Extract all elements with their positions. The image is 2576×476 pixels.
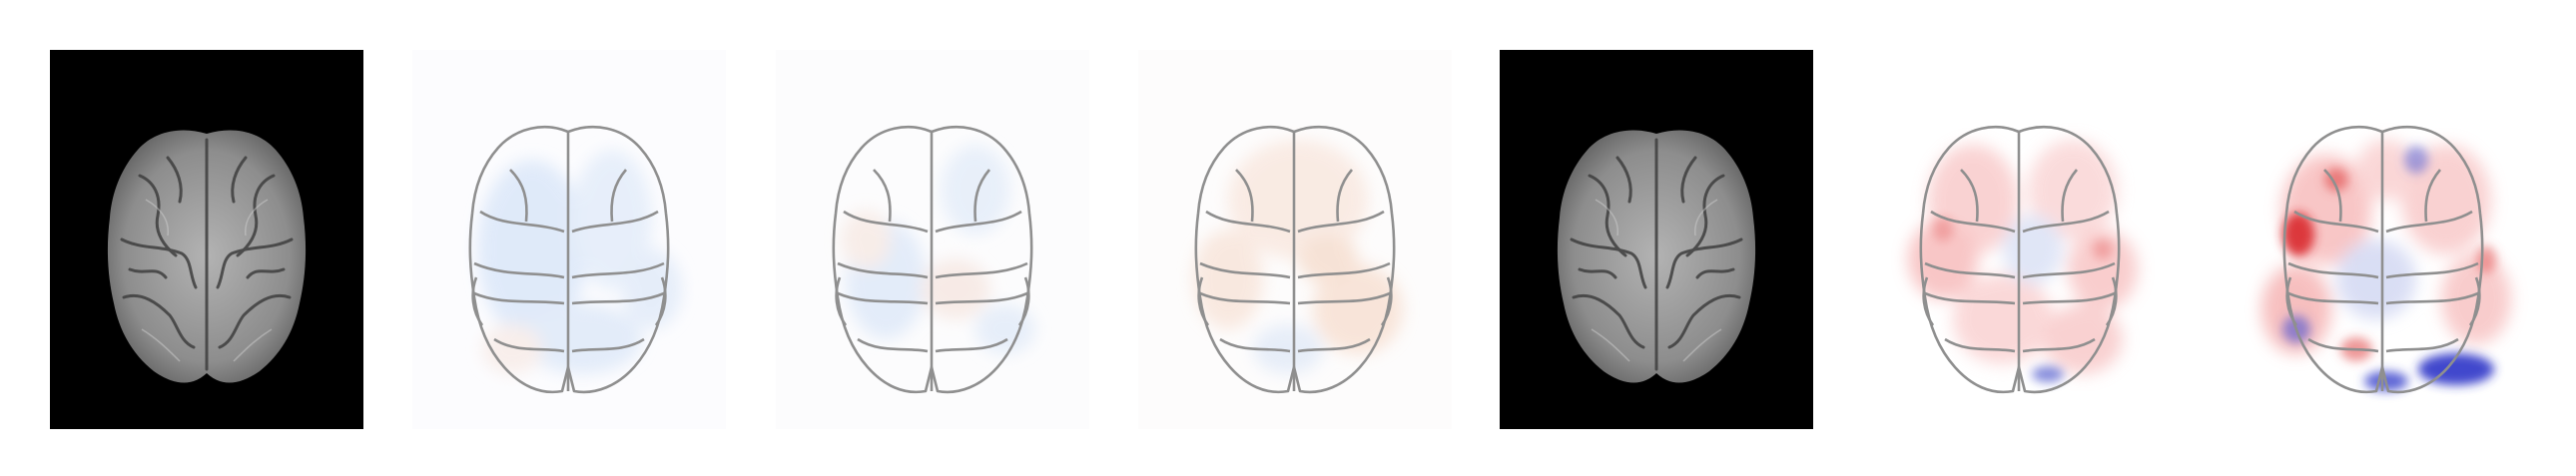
attribution-heatmap — [412, 50, 726, 429]
attribution-map-panel-2 — [412, 50, 726, 429]
attribution-map-panel-7 — [2227, 50, 2540, 429]
attribution-map-panel-6 — [1863, 50, 2177, 429]
attribution-heatmap — [1138, 50, 1452, 429]
attribution-heatmap — [2227, 50, 2540, 429]
attribution-heatmap — [776, 50, 1089, 429]
mri-brain-slice — [50, 50, 363, 429]
mri-brain-slice — [1500, 50, 1813, 429]
attribution-map-panel-3 — [776, 50, 1089, 429]
mri-anatomical-panel-1 — [50, 50, 363, 429]
attribution-heatmap — [1863, 50, 2177, 429]
mri-anatomical-panel-5 — [1500, 50, 1813, 429]
attribution-map-panel-4 — [1138, 50, 1452, 429]
